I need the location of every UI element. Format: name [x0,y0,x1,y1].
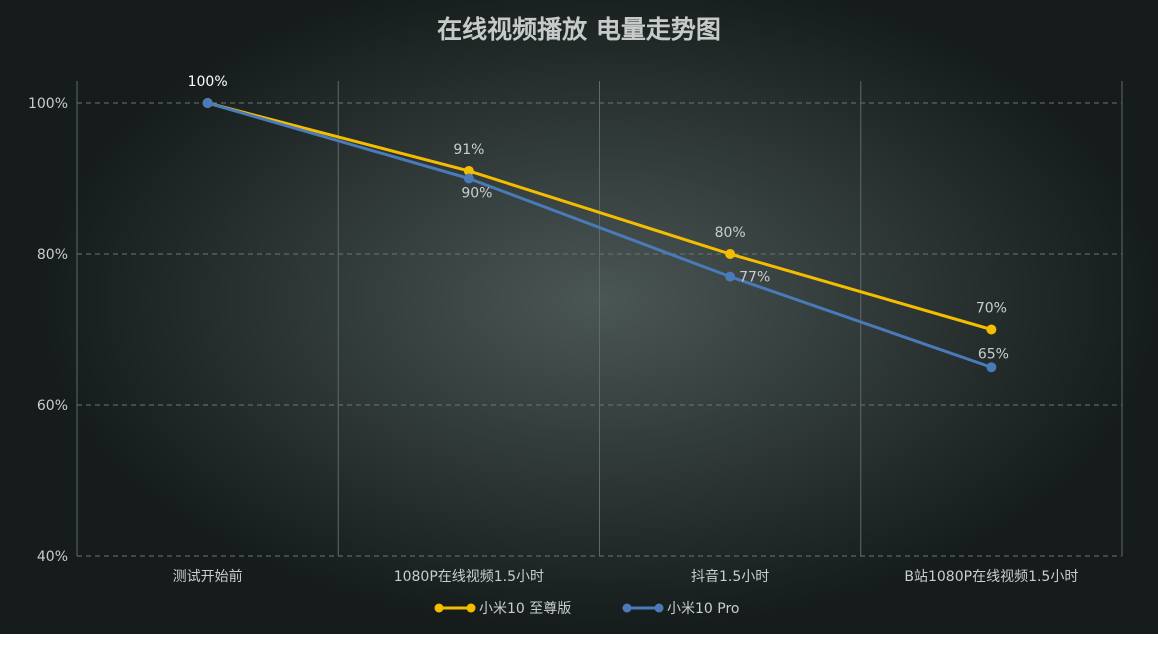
legend-label: 小米10 至尊版 [479,600,571,617]
legend-item-1[interactable]: 小米10 至尊版 [434,600,572,617]
data-label: 100% [188,74,228,90]
y-tick-label: 40% [37,549,68,565]
legend[interactable]: 小米10 至尊版 小米10 Pro [434,600,740,617]
data-point[interactable] [725,271,736,282]
data-labels: 100% 91% 80% 70% 90% 77% 65% [188,74,1009,362]
grid-layer [76,81,1123,557]
data-label: 91% [453,142,484,158]
x-tick-label: 1080P在线视频1.5小时 [394,569,544,585]
x-tick-label: B站1080P在线视频1.5小时 [904,569,1078,585]
data-label: 90% [461,186,492,202]
series-line [206,101,993,331]
data-point[interactable] [986,324,997,335]
data-point[interactable] [463,173,474,184]
y-tick-label: 100% [28,96,68,112]
legend-swatch-dot [622,603,632,613]
legend-swatch-dot [434,603,444,613]
data-label: 80% [715,225,746,241]
legend-label: 小米10 Pro [667,601,739,617]
data-point[interactable] [725,249,736,259]
data-point[interactable] [463,165,474,176]
chart-title: 在线视频播放 电量走势图 [437,15,721,44]
series-line [206,101,993,369]
data-point[interactable] [202,98,213,108]
data-label: 77% [739,270,770,286]
series-2 [202,98,997,373]
legend-item-2[interactable]: 小米10 Pro [622,601,740,617]
x-tick-label: 测试开始前 [173,568,243,585]
x-tick-label: 抖音1.5小时 [691,568,769,585]
y-tick-label: 60% [37,398,68,414]
legend-swatch-dot [466,603,476,613]
axis-labels: 40% 60% 80% 100% 测试开始前 1080P在线视频1.5小时 抖音1.5小时 B… [28,96,1078,585]
data-label: 70% [976,301,1007,317]
series-layer [202,98,997,373]
y-tick-label: 80% [37,247,68,263]
data-point[interactable] [986,362,997,373]
legend-swatch-dot [654,603,664,613]
data-label: 65% [978,346,1009,362]
